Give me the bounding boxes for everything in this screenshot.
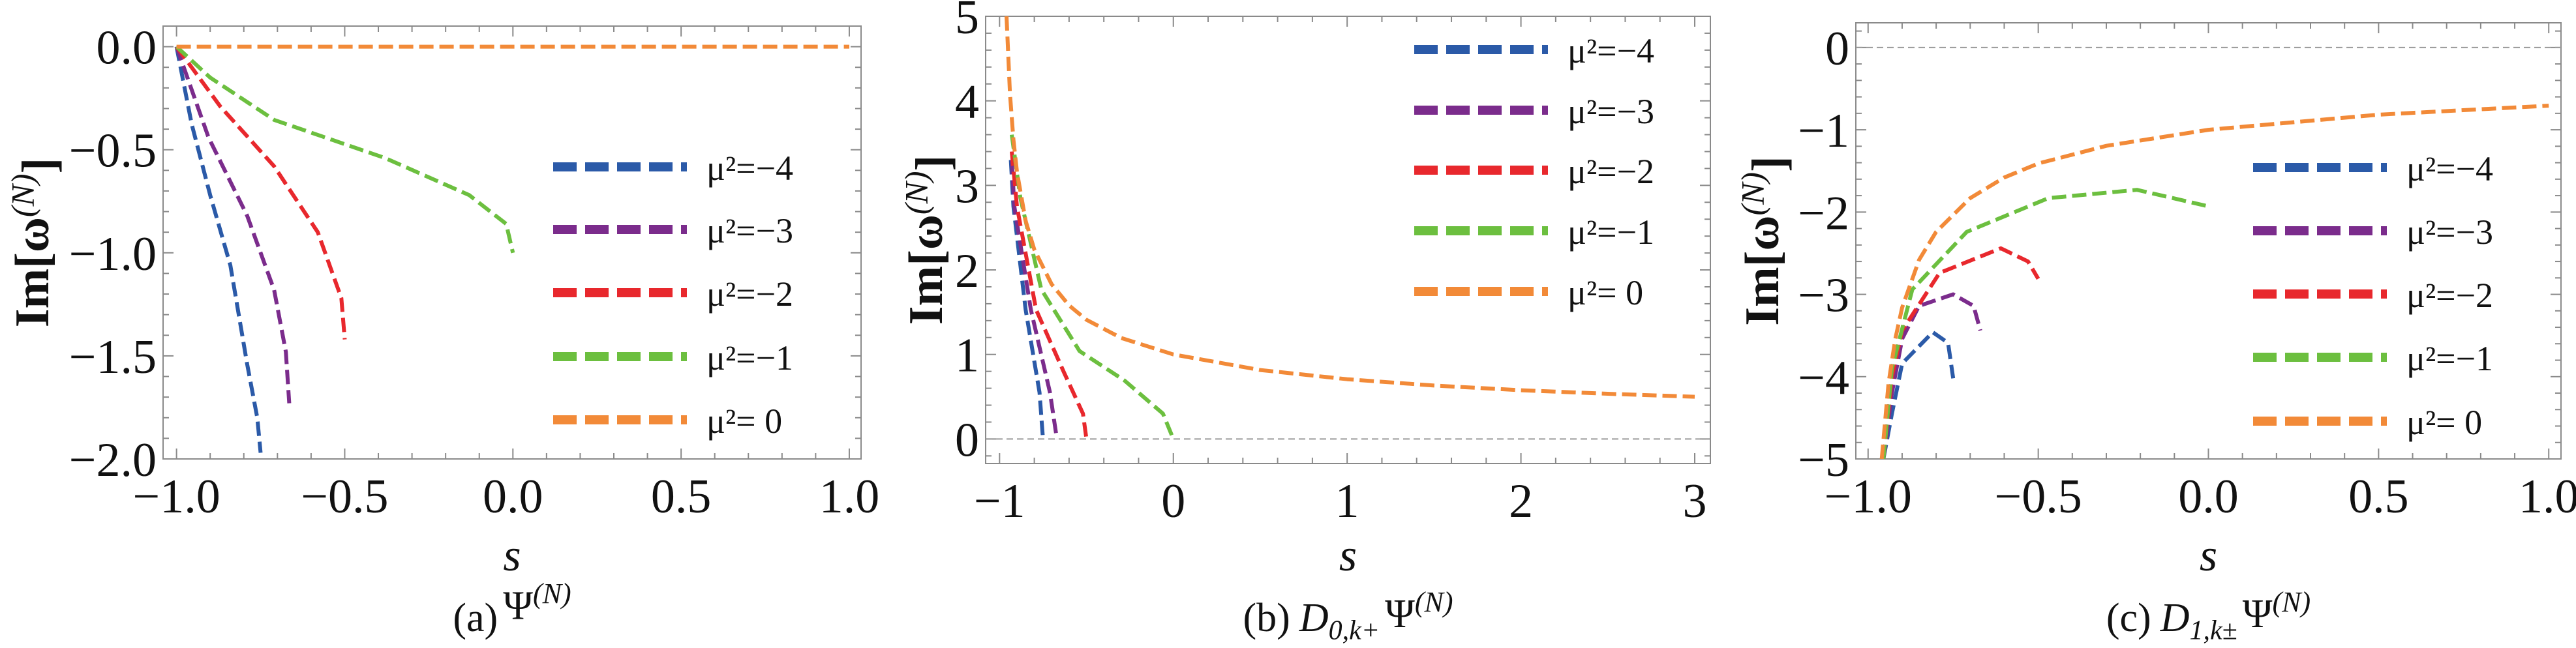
y-tick-label: −3: [1798, 269, 1849, 323]
x-tick-label: 0.5: [651, 470, 712, 523]
series-line-4: [175, 45, 515, 254]
series-line-1: [174, 46, 263, 453]
series-line-1: [1881, 330, 1956, 459]
y-tick-label: 5: [955, 0, 979, 44]
x-tick-label: −1.0: [133, 470, 220, 523]
y-tick-label: −2.0: [69, 434, 157, 487]
y-tick-label: 4: [955, 76, 979, 129]
y-tick-label: −1.0: [69, 228, 157, 281]
panel-b: −1 0 1 2 3 0 1 2 3 4 5 μ²=−4 μ²=−3 μ²=−2 μ²=−1 μ²= 0 Im[…: [898, 0, 1711, 646]
legend-label: μ²= 0: [2406, 403, 2482, 442]
y-tick-label: 3: [955, 160, 979, 213]
x-tick-label: 1.0: [819, 470, 880, 523]
y-tick-label: 2: [955, 244, 979, 298]
legend-label: μ²=−2: [2406, 276, 2493, 315]
x-tick-label: 0.0: [483, 470, 543, 523]
x-tick-label: −0.5: [1995, 470, 2082, 523]
caption-superscript: (N): [533, 578, 571, 610]
caption-superscript: (N): [1415, 586, 1453, 618]
y-tick-label: 0.0: [97, 22, 157, 75]
panel-c: −1.0 −0.5 0.0 0.5 1.0 0 −1 −2 −3 −4 −5 μ²=−4 μ²=−3 μ²…: [1734, 22, 2576, 646]
legend-label: μ²=−4: [706, 149, 793, 188]
caption-operator: D: [1299, 596, 1329, 640]
legend-label: μ²=−3: [706, 211, 793, 250]
caption-label: (a): [453, 596, 498, 640]
subfigure-caption: (a) Ψ(N): [453, 578, 571, 640]
series-line-3: [1010, 151, 1089, 439]
x-tick-label: 1: [1335, 475, 1359, 528]
x-tick-label: 1.0: [2519, 470, 2576, 523]
caption-subscript: 1,k±: [2189, 616, 2237, 646]
subfigure-caption: (c) D1,k± Ψ(N): [2106, 586, 2311, 646]
series-line-2: [1010, 160, 1059, 439]
legend-label: μ²= 0: [706, 402, 782, 441]
caption-subscript: 0,k+: [1329, 616, 1380, 646]
caption-psi: Ψ: [503, 583, 533, 628]
legend-label: μ²=−3: [2406, 213, 2493, 252]
x-tick-label: 3: [1683, 475, 1707, 528]
legend-label: μ²=−1: [706, 338, 793, 377]
x-tick-label: −1.0: [1825, 470, 1912, 523]
panel-a: −1.0 −0.5 0.0 0.5 1.0 0.0 −0.5 −1.0 −1.5 −2.0 μ²=−…: [4, 22, 879, 640]
y-tick-label: −2: [1798, 186, 1849, 240]
y-axis-label-main: Im[ω: [900, 214, 953, 325]
x-tick-label: 0.0: [2178, 470, 2239, 523]
y-tick-label: 0: [955, 413, 979, 467]
caption-label: (b): [1243, 596, 1290, 640]
y-tick-label: 1: [955, 329, 979, 383]
x-tick-label: 0.5: [2348, 470, 2409, 523]
y-axis-label-main: Im[ω: [1736, 216, 1789, 326]
plot-frame: [162, 25, 862, 460]
y-axis-label-main: Im[ω: [6, 217, 59, 327]
x-axis-label: s: [1339, 531, 1357, 581]
y-tick-label: −0.5: [69, 125, 157, 178]
legend-label: μ²=−1: [1568, 213, 1654, 252]
legend-label: μ²=−2: [1568, 152, 1654, 191]
plot-frame: [985, 16, 1711, 464]
y-tick-label: −5: [1798, 434, 1849, 487]
y-axis-label-close: ]: [13, 158, 67, 174]
series-line-3: [175, 45, 347, 340]
y-axis-label-close: ]: [1743, 156, 1796, 172]
caption-superscript: (N): [2272, 586, 2311, 618]
series-line-5: [1005, 16, 1695, 399]
legend-label: μ²=−4: [1568, 31, 1654, 70]
x-tick-label: 2: [1509, 475, 1533, 528]
y-axis-label: Im[ω(N)]: [1734, 156, 1796, 326]
series-line-4: [1881, 188, 2209, 459]
y-axis-label-superscript: (N): [1734, 172, 1770, 216]
x-axis-label: s: [2200, 531, 2217, 581]
y-axis-label: Im[ω(N)]: [4, 158, 66, 328]
caption-psi: Ψ: [2243, 592, 2273, 636]
y-axis-label-superscript: (N): [4, 173, 40, 217]
y-tick-label: −1: [1798, 104, 1849, 158]
caption-label: (c): [2106, 596, 2151, 640]
x-tick-label: −0.5: [301, 470, 388, 523]
legend-label: μ²=−2: [706, 274, 793, 314]
x-tick-label: 0: [1161, 475, 1185, 528]
x-axis-label: s: [503, 531, 521, 581]
series-line-2: [174, 46, 292, 404]
legend-label: μ²= 0: [1568, 273, 1643, 312]
y-axis-label-close: ]: [907, 155, 960, 171]
y-tick-label: 0: [1825, 22, 1849, 76]
legend-label: μ²=−3: [1568, 92, 1654, 131]
series-line-4: [1010, 134, 1175, 440]
legend-label: μ²=−1: [2406, 339, 2493, 378]
legend-label: μ²=−4: [2406, 149, 2493, 188]
series-line-5: [1879, 104, 2549, 459]
y-axis-label-superscript: (N): [898, 171, 934, 214]
y-tick-label: −4: [1798, 351, 1849, 405]
x-tick-label: −1: [974, 475, 1025, 528]
caption-psi: Ψ: [1385, 592, 1415, 636]
series-line-3: [1881, 246, 2040, 459]
y-axis-label: Im[ω(N)]: [898, 155, 960, 325]
y-tick-label: −1.5: [69, 331, 157, 384]
caption-operator: D: [2160, 596, 2190, 640]
subfigure-caption: (b) D0,k+ Ψ(N): [1243, 586, 1453, 646]
